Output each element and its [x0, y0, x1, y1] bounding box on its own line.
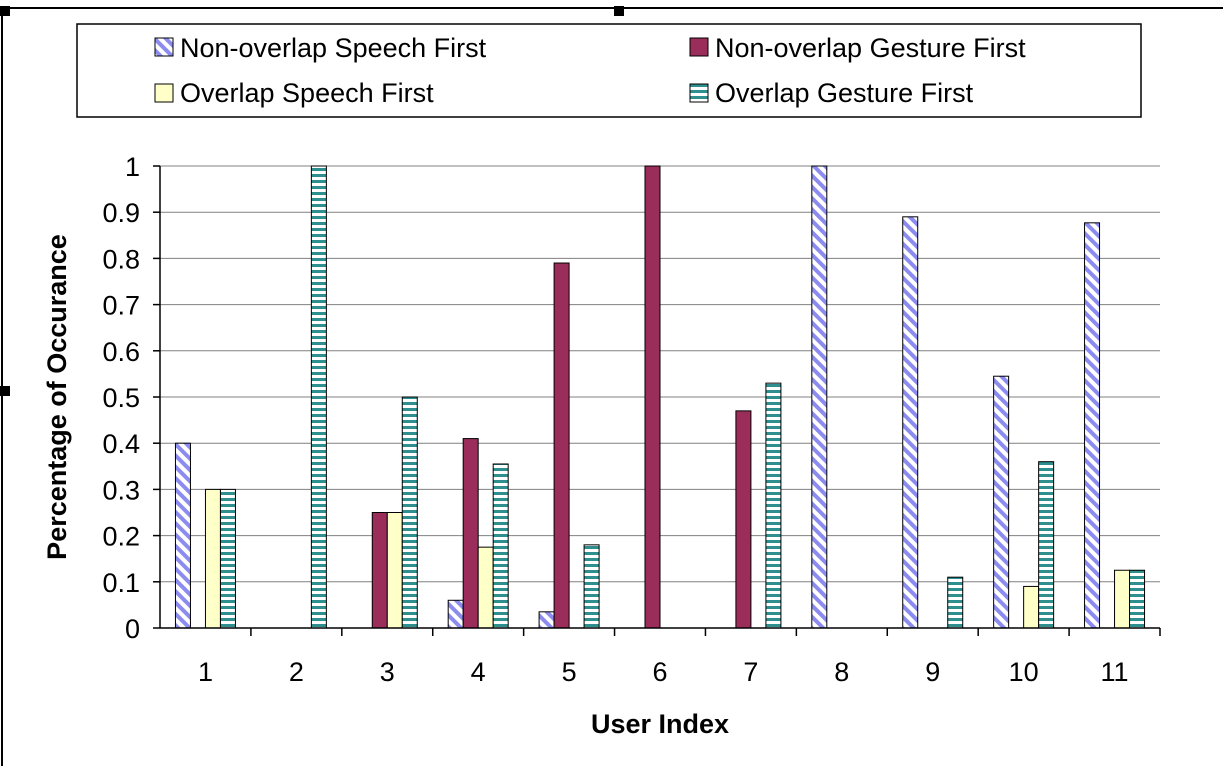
y-tick-label: 1 [125, 152, 140, 182]
x-tick-label: 7 [743, 657, 758, 687]
legend-swatch [689, 83, 709, 103]
y-tick-label: 0.1 [102, 568, 140, 598]
y-tick-label: 0.4 [102, 429, 140, 459]
y-ticks: 0 0.1 0.2 0.3 0.4 0.5 0.6 0.7 0.8 0.9 1 [102, 152, 160, 644]
x-tick-label: 3 [380, 657, 395, 687]
y-tick-label: 0.5 [102, 383, 140, 413]
y-tick-label: 0.7 [102, 291, 140, 321]
bar-non-overlap-speech-first [174, 442, 191, 629]
legend-item: Non-overlap Speech First [154, 33, 487, 63]
bar-overlap-gesture-first [1038, 461, 1055, 629]
legend-label: Overlap Gesture First [715, 78, 974, 108]
bar-non-overlap-speech-first [1084, 222, 1101, 629]
bar-overlap-gesture-first [1129, 569, 1146, 629]
bar-overlap-speech-first [386, 512, 403, 629]
bar-overlap-gesture-first [401, 396, 418, 629]
bar-overlap-gesture-first [219, 488, 236, 629]
legend-swatch [154, 83, 174, 103]
bar-overlap-gesture-first [947, 576, 964, 629]
bar-overlap-speech-first [1023, 585, 1040, 629]
y-tick-label: 0.6 [102, 337, 140, 367]
x-tick-label: 5 [562, 657, 577, 687]
bar-overlap-speech-first [1114, 569, 1131, 629]
y-tick-label: 0 [125, 614, 140, 644]
bar-overlap-speech-first [204, 488, 221, 629]
bar-non-overlap-gesture-first [644, 165, 661, 629]
legend-item: Overlap Speech First [154, 78, 434, 108]
x-tick-label: 4 [471, 657, 486, 687]
legend-swatch [689, 37, 709, 57]
y-tick-label: 0.9 [102, 198, 140, 228]
bar-non-overlap-speech-first [902, 216, 919, 629]
x-tick-label: 8 [834, 657, 849, 687]
bars [174, 165, 1146, 629]
legend-label: Non-overlap Gesture First [715, 33, 1026, 63]
legend-swatch [154, 37, 174, 57]
resize-handle[interactable] [0, 386, 10, 396]
resize-handle[interactable] [614, 6, 624, 16]
bar-overlap-gesture-first [583, 544, 600, 629]
legend-item: Non-overlap Gesture First [689, 33, 1026, 63]
bar-non-overlap-gesture-first [735, 410, 752, 629]
x-ticks: 1 2 3 4 5 6 7 8 9 10 11 [198, 628, 1161, 687]
x-axis-title: User Index [591, 709, 729, 739]
y-axis-title: Percentage of Occurance [42, 234, 72, 560]
bar-non-overlap-gesture-first [553, 262, 570, 629]
x-tick-label: 6 [652, 657, 667, 687]
legend-label: Non-overlap Speech First [180, 33, 487, 63]
x-tick-label: 1 [198, 657, 213, 687]
x-tick-label: 9 [925, 657, 940, 687]
x-tick-label: 2 [289, 657, 304, 687]
legend-box [76, 23, 1142, 118]
resize-handle[interactable] [0, 6, 10, 16]
x-tick-label: 11 [1101, 657, 1129, 687]
bar-non-overlap-speech-first [538, 611, 555, 629]
bar-non-overlap-speech-first [993, 375, 1010, 629]
legend: Non-overlap Speech First Non-overlap Ges… [76, 23, 1142, 118]
bar-non-overlap-gesture-first [371, 512, 388, 629]
y-tick-label: 0.8 [102, 244, 140, 274]
legend-label: Overlap Speech First [180, 78, 434, 108]
bar-non-overlap-speech-first [811, 165, 828, 629]
bar-overlap-gesture-first [765, 382, 782, 629]
bar-overlap-speech-first [477, 546, 494, 629]
bar-non-overlap-speech-first [447, 599, 464, 629]
bar-overlap-gesture-first [310, 165, 327, 629]
bar-non-overlap-gesture-first [462, 438, 479, 629]
bar-overlap-gesture-first [492, 463, 509, 629]
y-tick-label: 0.2 [102, 522, 140, 552]
y-tick-label: 0.3 [102, 475, 140, 505]
legend-item: Overlap Gesture First [689, 78, 974, 108]
x-tick-label: 10 [1009, 657, 1039, 687]
